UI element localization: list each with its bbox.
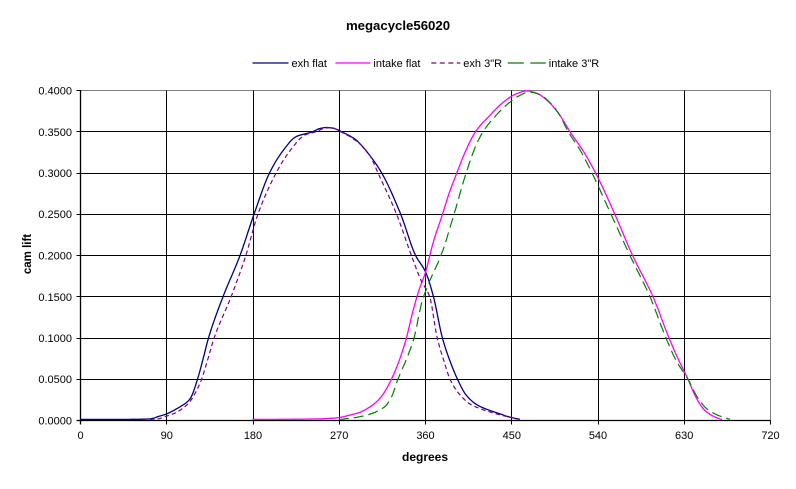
svg-text:exh flat: exh flat — [292, 58, 327, 70]
svg-text:0.2500: 0.2500 — [38, 209, 72, 221]
svg-text:megacycle56020: megacycle56020 — [346, 18, 450, 33]
svg-text:degrees: degrees — [402, 450, 448, 464]
svg-text:0: 0 — [77, 430, 83, 442]
svg-text:intake 3"R: intake 3"R — [549, 58, 599, 70]
svg-text:0.0000: 0.0000 — [38, 416, 72, 428]
svg-text:0.3500: 0.3500 — [38, 127, 72, 139]
svg-text:exh 3"R: exh 3"R — [463, 58, 502, 70]
svg-text:intake flat: intake flat — [373, 58, 420, 70]
svg-text:720: 720 — [761, 430, 779, 442]
svg-text:90: 90 — [161, 430, 173, 442]
svg-text:cam lift: cam lift — [22, 234, 34, 274]
svg-text:450: 450 — [503, 430, 521, 442]
svg-text:180: 180 — [244, 430, 262, 442]
svg-text:0.3000: 0.3000 — [38, 168, 72, 180]
svg-text:0.2000: 0.2000 — [38, 251, 72, 263]
svg-text:270: 270 — [330, 430, 348, 442]
svg-text:0.0500: 0.0500 — [38, 374, 72, 386]
svg-text:630: 630 — [675, 430, 693, 442]
svg-text:0.4000: 0.4000 — [38, 86, 72, 98]
svg-text:0.1500: 0.1500 — [38, 292, 72, 304]
svg-text:0.1000: 0.1000 — [38, 333, 72, 345]
svg-text:540: 540 — [589, 430, 607, 442]
svg-text:360: 360 — [416, 430, 434, 442]
